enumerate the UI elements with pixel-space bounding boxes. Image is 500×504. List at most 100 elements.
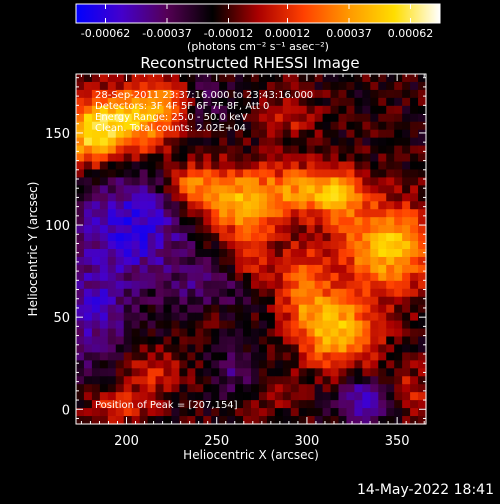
heatmap-cell — [298, 241, 308, 250]
heatmap-cell — [282, 105, 292, 115]
heatmap-cell — [410, 249, 419, 258]
heatmap-cell — [243, 177, 252, 186]
colorbar-tick-label: -0.00062 — [81, 27, 130, 40]
heatmap-cell — [258, 249, 268, 258]
heatmap-cell — [203, 320, 212, 330]
heatmap-cell — [155, 416, 165, 425]
heatmap-cell — [187, 288, 196, 298]
heatmap-cell — [235, 137, 244, 147]
heatmap-cell — [418, 105, 427, 115]
heatmap-cell — [76, 145, 85, 155]
heatmap-cell — [282, 408, 292, 417]
plot-frame — [75, 73, 427, 425]
heatmap-cell — [282, 193, 292, 202]
heatmap-cell — [282, 74, 292, 83]
heatmap-cell — [354, 416, 363, 425]
heatmap-cell — [76, 256, 85, 266]
heatmap-cell — [219, 113, 228, 123]
heatmap-cell — [298, 201, 308, 210]
heatmap-cell — [203, 360, 212, 369]
heatmap-cell — [147, 209, 157, 218]
heatmap-cell — [306, 129, 316, 139]
heatmap-cell — [107, 280, 117, 290]
heatmap-cell — [338, 328, 348, 338]
heatmap-cell — [83, 360, 93, 369]
heatmap-cell — [115, 360, 125, 369]
heatmap-cell — [290, 272, 300, 282]
heatmap-cell — [91, 241, 101, 250]
heatmap-cell — [139, 320, 149, 330]
heatmap-cell — [115, 408, 125, 417]
heatmap-cell — [179, 336, 188, 346]
heatmap-cell — [163, 296, 173, 306]
heatmap-cell — [147, 408, 157, 417]
heatmap-cell — [282, 336, 292, 346]
heatmap-cell — [243, 241, 252, 250]
heatmap-cell — [251, 272, 260, 282]
heatmap-cell — [123, 352, 133, 361]
heatmap-cell — [91, 145, 101, 155]
heatmap-cell — [227, 280, 236, 290]
heatmap-cell — [195, 81, 204, 91]
heatmap-cell — [211, 360, 220, 369]
heatmap-cell — [306, 97, 316, 107]
heatmap-cell — [123, 312, 133, 322]
heatmap-cell — [274, 392, 284, 401]
heatmap-cell — [171, 328, 180, 338]
heatmap-cell — [155, 217, 165, 226]
heatmap-cell — [91, 400, 101, 409]
heatmap-cell — [346, 360, 355, 369]
heatmap-cell — [139, 400, 149, 409]
heatmap-cell — [258, 74, 268, 83]
heatmap-cell — [370, 376, 379, 385]
heatmap-cell — [330, 384, 340, 393]
heatmap-cell — [418, 384, 427, 393]
heatmap-cell — [274, 352, 284, 361]
heatmap-cell — [418, 376, 427, 385]
heatmap-cell — [322, 129, 332, 139]
heatmap-cell — [235, 129, 244, 139]
heatmap-cell — [370, 352, 379, 361]
heatmap-cell — [163, 137, 173, 147]
heatmap-cell — [83, 225, 93, 234]
heatmap-cell — [298, 89, 308, 99]
heatmap-cell — [251, 185, 260, 194]
heatmap-cell — [258, 89, 268, 99]
heatmap-cell — [251, 288, 260, 298]
heatmap-cell — [354, 97, 363, 107]
heatmap-cell — [338, 376, 348, 385]
heatmap-cell — [282, 241, 292, 250]
heatmap-cell — [290, 161, 300, 171]
heatmap-cell — [179, 264, 188, 274]
heatmap-cell — [163, 74, 173, 83]
heatmap-cell — [362, 193, 371, 202]
heatmap-cell — [171, 280, 180, 290]
heatmap-cell — [330, 129, 340, 139]
heatmap-cell — [203, 400, 212, 409]
heatmap-cell — [155, 185, 165, 194]
heatmap-cell — [258, 296, 268, 306]
heatmap-cell — [402, 145, 411, 155]
heatmap-cell — [99, 408, 109, 417]
heatmap-cell — [107, 288, 117, 298]
heatmap-cell — [123, 89, 133, 99]
heatmap-cell — [131, 113, 141, 123]
heatmap-cell — [418, 153, 427, 163]
heatmap-cell — [370, 392, 379, 401]
heatmap-cell — [370, 225, 379, 234]
heatmap-cell — [258, 185, 268, 194]
heatmap-cell — [370, 360, 379, 369]
heatmap-cell — [274, 225, 284, 234]
heatmap-cell — [266, 392, 276, 401]
heatmap-cell — [131, 288, 141, 298]
heatmap-cell — [266, 145, 276, 155]
heatmap-cell — [227, 256, 236, 266]
heatmap-cell — [195, 336, 204, 346]
heatmap-cell — [402, 169, 411, 178]
heatmap-cell — [83, 416, 93, 425]
heatmap-cell — [386, 400, 395, 409]
heatmap-cell — [203, 193, 212, 202]
heatmap-cell — [282, 209, 292, 218]
heatmap-cell — [266, 105, 276, 115]
heatmap-cell — [211, 400, 220, 409]
